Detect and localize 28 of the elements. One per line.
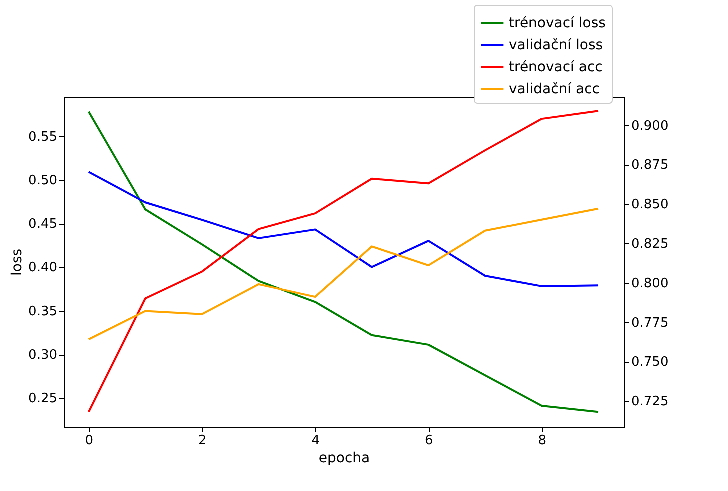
y-tick-label: 0.25 xyxy=(28,392,58,407)
x-tick-label: 0 xyxy=(85,434,94,448)
y-tick-label: 0.50 xyxy=(28,173,58,188)
x-tick-label: 4 xyxy=(312,434,320,448)
y2-tick-label: 0.875 xyxy=(632,158,669,174)
legend-label: trénovací loss xyxy=(509,16,606,32)
legend-label: trénovací acc xyxy=(509,60,603,76)
x-tick-label: 6 xyxy=(425,434,434,448)
y-tick-label: 0.35 xyxy=(28,304,58,320)
x-axis-title: epocha xyxy=(318,450,370,466)
y-axis-title: loss xyxy=(10,248,26,276)
y2-tick-label: 0.900 xyxy=(632,118,669,134)
line-series xyxy=(88,208,600,341)
y2-tick-label: 0.850 xyxy=(632,198,669,213)
line-series xyxy=(88,171,600,288)
x-tick-label: 8 xyxy=(538,434,547,448)
y-tick-label: 0.40 xyxy=(28,260,58,276)
x-tick-label: 2 xyxy=(198,434,207,448)
y-tick-label: 0.30 xyxy=(28,348,58,364)
legend-label: validační loss xyxy=(509,38,604,54)
y2-tick-label: 0.725 xyxy=(632,394,669,410)
y-tick-label: 0.55 xyxy=(28,130,58,145)
legend-label: validační acc xyxy=(509,82,600,98)
y2-tick-label: 0.750 xyxy=(632,355,669,370)
y2-tick-label: 0.775 xyxy=(632,316,669,331)
y2-tick-label: 0.800 xyxy=(632,276,669,292)
y-tick-label: 0.45 xyxy=(28,217,58,232)
y2-tick-label: 0.825 xyxy=(632,236,669,252)
